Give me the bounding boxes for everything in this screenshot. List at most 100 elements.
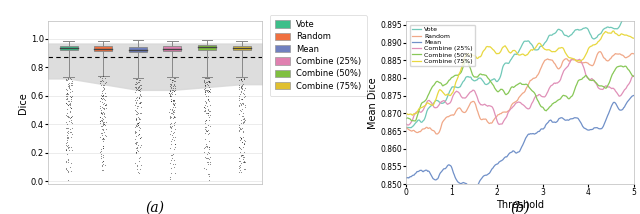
Point [237, 79, 248, 82]
Point [63, 81, 74, 85]
Point [99, 162, 109, 166]
Point [199, 78, 209, 82]
Combine (25%) [538, 95, 545, 98]
Point [98, 118, 108, 121]
Point [131, 98, 141, 102]
Point [98, 123, 108, 127]
Combine (25%) [403, 123, 411, 126]
Point [95, 120, 106, 123]
Point [134, 78, 144, 81]
Point [133, 134, 143, 137]
Point [132, 86, 143, 90]
Point [239, 168, 250, 171]
Point [130, 161, 140, 164]
Point [134, 171, 144, 175]
Point [62, 138, 72, 141]
Point [204, 100, 214, 103]
Point [62, 131, 72, 134]
Mean [403, 177, 411, 179]
Point [132, 87, 142, 91]
Point [131, 90, 141, 94]
Line: Vote: Vote [406, 10, 634, 128]
Point [239, 155, 249, 159]
Point [200, 126, 211, 129]
Point [131, 141, 141, 144]
Point [238, 157, 248, 161]
Point [165, 85, 175, 88]
Point [96, 112, 106, 115]
Point [200, 92, 211, 96]
Point [96, 79, 106, 83]
Point [61, 160, 72, 163]
Point [134, 95, 144, 98]
Point [131, 131, 141, 134]
Point [100, 103, 110, 106]
Point [204, 139, 214, 143]
Point [168, 135, 178, 139]
Point [236, 138, 246, 141]
Point [204, 131, 214, 135]
Point [168, 110, 178, 114]
Point [131, 80, 141, 83]
Point [97, 128, 108, 131]
Combine (75%) [538, 44, 545, 47]
Point [203, 94, 213, 98]
Point [67, 132, 77, 135]
Point [98, 144, 108, 147]
Point [66, 81, 76, 85]
Point [98, 121, 108, 124]
Point [98, 155, 108, 159]
Point [132, 78, 143, 81]
Point [96, 154, 106, 158]
Point [200, 131, 210, 135]
Point [97, 95, 108, 98]
Point [97, 118, 107, 121]
Point [168, 99, 178, 103]
Point [131, 100, 141, 104]
Point [200, 83, 211, 87]
Point [200, 109, 210, 113]
Point [65, 87, 75, 91]
Point [237, 111, 248, 114]
Point [99, 86, 109, 90]
Combine (50%) [403, 117, 411, 119]
Point [169, 79, 179, 83]
Point [97, 119, 107, 123]
Point [166, 115, 176, 119]
Point [65, 94, 75, 97]
Point [95, 82, 106, 85]
Point [100, 94, 111, 97]
Point [99, 122, 109, 126]
Point [202, 90, 212, 94]
Point [166, 78, 177, 81]
Point [63, 160, 74, 164]
Line: Combine (50%): Combine (50%) [406, 60, 634, 121]
Point [165, 125, 175, 128]
Point [239, 161, 249, 164]
Point [237, 129, 248, 133]
Point [199, 88, 209, 91]
Point [61, 143, 71, 147]
Point [239, 161, 249, 164]
Point [168, 105, 179, 108]
Point [200, 127, 211, 130]
Point [63, 85, 73, 88]
Line: Combine (75%): Combine (75%) [406, 31, 634, 115]
Point [99, 97, 109, 101]
Point [95, 96, 106, 100]
Point [130, 137, 140, 141]
Point [234, 167, 244, 170]
Point [200, 88, 210, 91]
Point [204, 178, 214, 181]
Point [170, 142, 180, 146]
Point [98, 85, 108, 88]
Point [236, 97, 246, 100]
Point [164, 89, 175, 92]
Point [134, 132, 145, 136]
Point [65, 99, 75, 103]
Point [239, 92, 249, 95]
Point [131, 150, 141, 154]
Point [131, 113, 141, 116]
Mean [595, 127, 602, 130]
Point [62, 102, 72, 106]
